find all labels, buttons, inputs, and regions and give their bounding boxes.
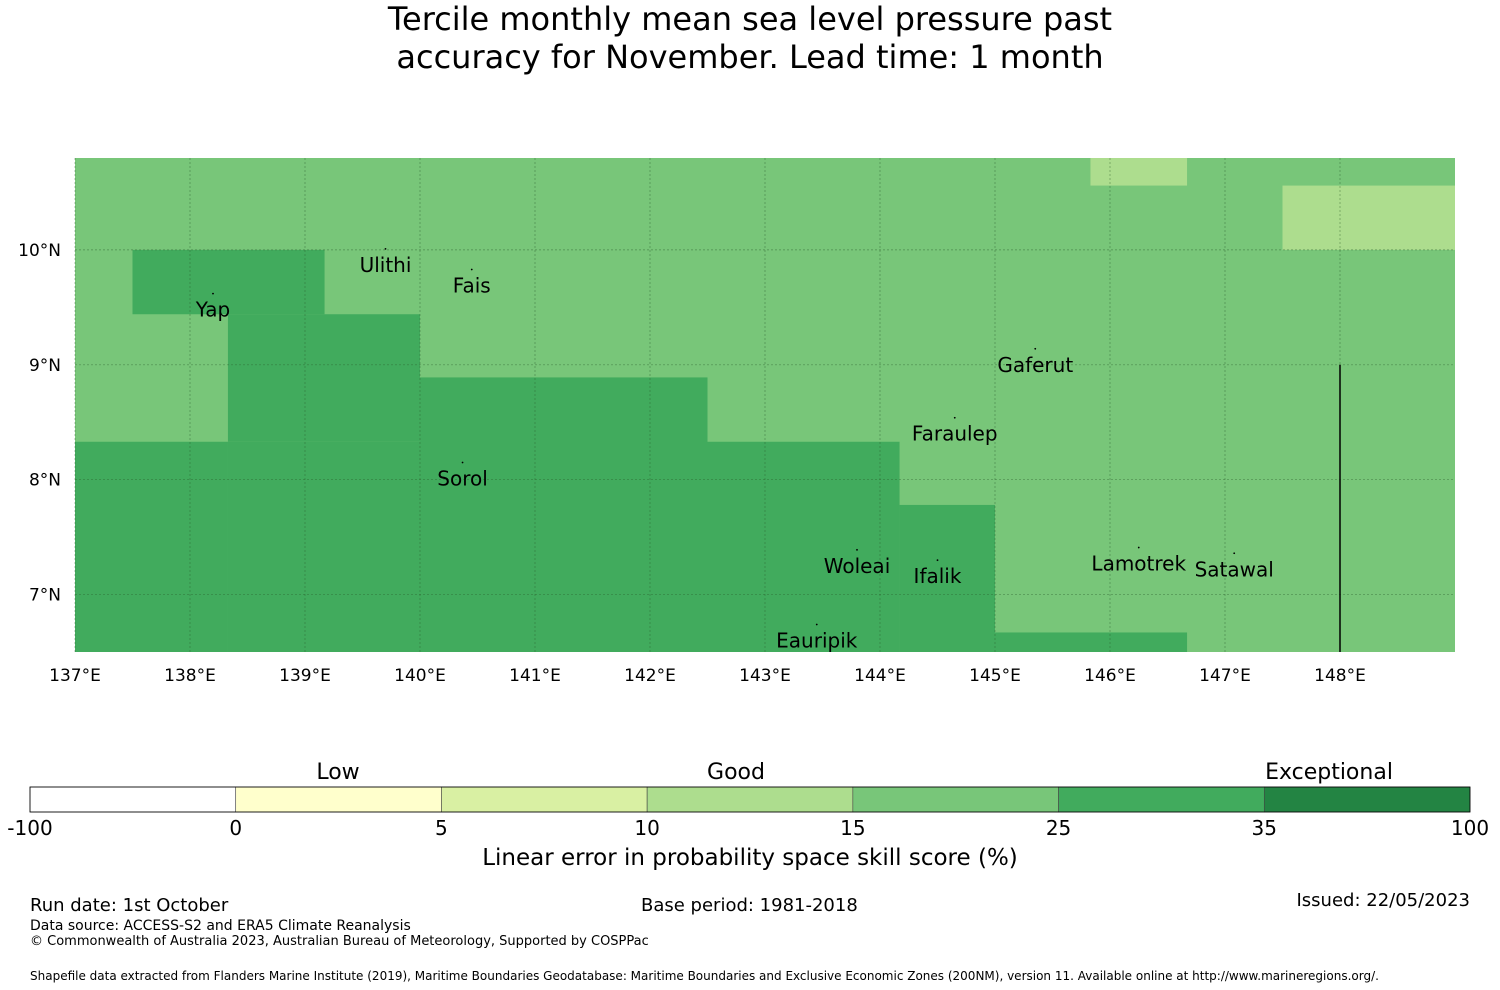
colorbar-bin — [1058, 786, 1265, 813]
lon-tick-label: 148°E — [1314, 666, 1366, 686]
place-label: Faraulep — [912, 422, 998, 446]
colorbar-tick-label: 25 — [1045, 816, 1072, 840]
lon-tick-label: 140°E — [394, 666, 446, 686]
skill-region — [420, 377, 708, 652]
lon-tick-label: 144°E — [854, 666, 906, 686]
island-marker — [815, 623, 818, 626]
skill-region — [227, 314, 420, 442]
place-label: Ifalik — [914, 564, 962, 588]
lat-tick-label: 8°N — [29, 471, 61, 491]
lat-tick-label: 7°N — [29, 586, 61, 606]
shapefile-credit: Shapefile data extracted from Flanders M… — [30, 969, 1379, 983]
place-label: Sorol — [437, 467, 488, 491]
colorbar-frame — [29, 786, 1471, 813]
category-low-label: Low — [316, 760, 360, 785]
colorbar-tick-label: 100 — [1450, 816, 1490, 840]
colorbar-tick-label: 5 — [435, 816, 448, 840]
island-marker — [1233, 552, 1236, 555]
skill-region — [1090, 158, 1188, 186]
lat-tick-label: 9°N — [29, 356, 61, 376]
lon-tick-label: 138°E — [164, 666, 216, 686]
island-marker — [212, 292, 214, 295]
lon-tick-label: 141°E — [509, 666, 561, 686]
colorbar-bin — [29, 786, 237, 813]
lat-tick-label: 10°N — [18, 241, 61, 261]
colorbar-bin — [852, 786, 1059, 813]
copyright: © Commonwealth of Australia 2023, Austra… — [30, 934, 649, 949]
colorbar-tick-label: 35 — [1251, 816, 1278, 840]
colorbar-tick-label: 15 — [840, 816, 866, 840]
place-label: Satawal — [1195, 557, 1274, 581]
colorbar-tick-label: -100 — [7, 816, 53, 840]
skill-region — [707, 441, 900, 652]
lon-tick-label: 139°E — [279, 666, 331, 686]
skill-region — [1282, 185, 1455, 250]
colorbar-bin — [646, 786, 854, 813]
colorbar-bin — [235, 786, 442, 813]
place-label: Woleai — [824, 554, 891, 578]
lon-tick-label: 142°E — [624, 666, 676, 686]
island-marker — [936, 559, 939, 562]
place-label: Ulithi — [360, 253, 412, 277]
island-marker — [470, 268, 473, 271]
issued-date: Issued: 22/05/2023 — [1296, 890, 1470, 911]
run-date: Run date: 1st October — [30, 895, 229, 916]
base-period: Base period: 1981-2018 — [641, 895, 858, 916]
skill-region — [75, 441, 228, 652]
skill-region — [132, 249, 325, 315]
skill-region — [227, 441, 420, 652]
island-marker — [953, 416, 956, 419]
category-exceptional-label: Exceptional — [1265, 760, 1393, 785]
place-label: Lamotrek — [1091, 552, 1186, 576]
colorbar-bin — [441, 786, 648, 813]
place-label: Eauripik — [776, 629, 858, 653]
lon-tick-label: 147°E — [1199, 666, 1251, 686]
lon-tick-label: 145°E — [969, 666, 1021, 686]
skill-region — [899, 504, 995, 652]
colorbar-tick-label: 0 — [229, 816, 243, 840]
colorbar-tick-label: 10 — [634, 816, 660, 840]
place-label: Fais — [453, 274, 491, 298]
colorbar-title: Linear error in probability space skill … — [482, 845, 1018, 871]
lon-tick-label: 146°E — [1084, 666, 1136, 686]
place-label: Gaferut — [997, 353, 1073, 377]
category-good-label: Good — [707, 760, 765, 785]
island-marker — [461, 461, 464, 464]
island-marker — [384, 247, 387, 250]
colorbar-bin — [1263, 786, 1471, 813]
lon-tick-label: 143°E — [739, 666, 791, 686]
skill-region — [995, 632, 1188, 652]
island-marker — [1034, 347, 1037, 350]
place-label: Yap — [195, 298, 230, 322]
data-source: Data source: ACCESS-S2 and ERA5 Climate … — [30, 918, 411, 934]
lon-tick-label: 137°E — [49, 666, 101, 686]
island-marker — [1137, 546, 1140, 549]
chart-title: Tercile monthly mean sea level pressure … — [387, 0, 1113, 76]
island-marker — [856, 548, 858, 551]
